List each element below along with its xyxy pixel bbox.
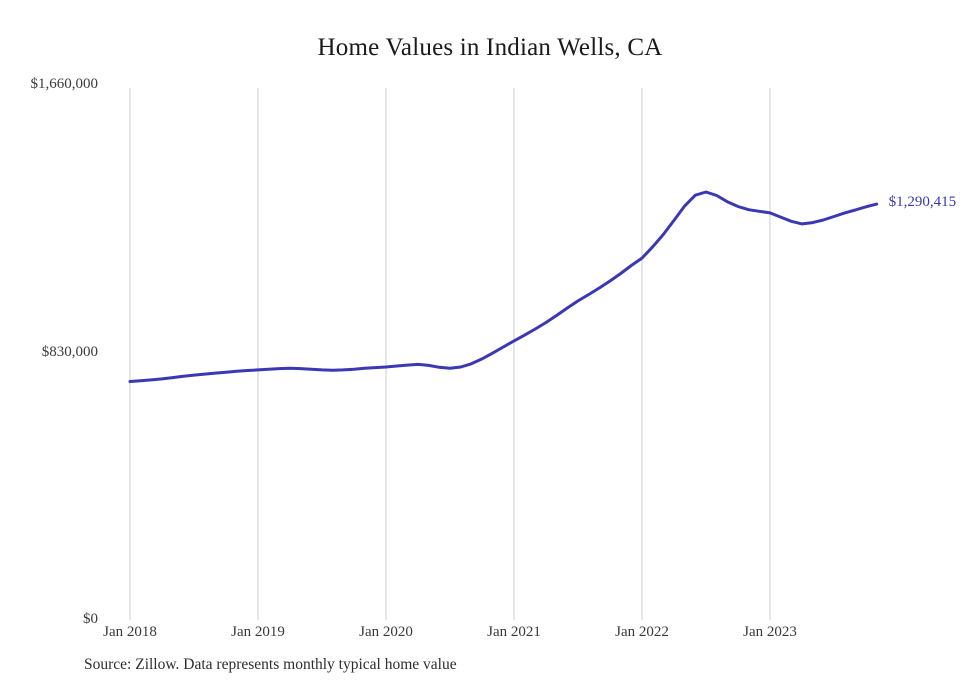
y-axis-tick-1660000: $1,660,000 [30, 76, 99, 92]
x-axis-tick-jan-2023: Jan 2023 [743, 624, 797, 640]
x-axis-tick-jan-2018: Jan 2018 [103, 624, 157, 640]
x-axis-tick-jan-2019: Jan 2019 [231, 624, 285, 640]
end-value-label: $1,290,415 [888, 194, 957, 211]
y-axis-tick-830000: $830,000 [41, 343, 98, 360]
x-axis-tick-jan-2022: Jan 2022 [615, 624, 669, 640]
source-note: Source: Zillow. Data represents monthly … [84, 656, 457, 673]
x-axis-tick-jan-2021: Jan 2021 [487, 624, 541, 640]
y-axis-tick-0: $0 [83, 611, 98, 627]
chart-title: Home Values in Indian Wells, CA [317, 34, 663, 61]
x-axis-tick-jan-2020: Jan 2020 [359, 624, 413, 640]
